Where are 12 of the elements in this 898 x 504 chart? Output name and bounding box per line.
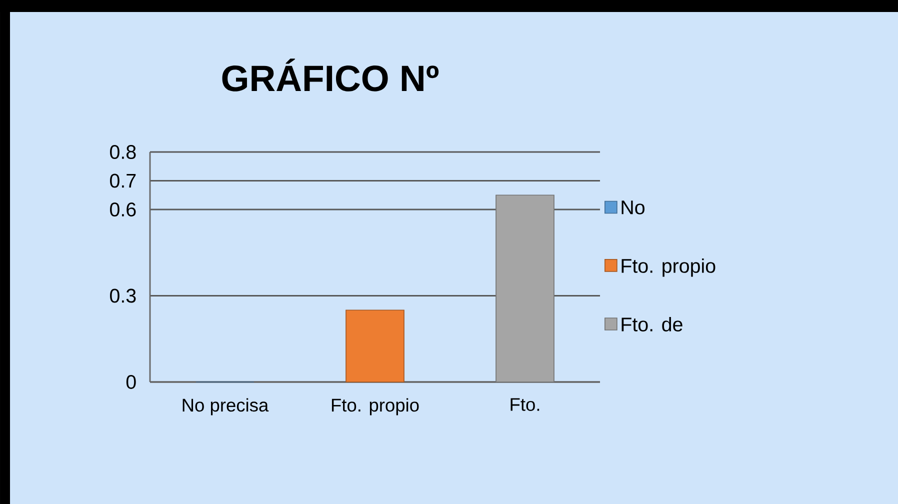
y-tick-label: 0 (126, 375, 136, 389)
y-tick-label: 0.3 (110, 288, 136, 303)
legend-label: No (622, 200, 644, 214)
x-tick-label: Fto. propio (332, 398, 419, 416)
x-tick-label: No precisa (182, 398, 269, 416)
legend-label: Fto. propio (622, 258, 716, 277)
y-tick-label: 0.7 (110, 174, 136, 188)
chart-title: GRÁFICO Nº (222, 58, 439, 92)
x-tick-label: Fto. (510, 398, 540, 411)
y-tick-label: 0.6 (110, 202, 136, 216)
y-tick-label: 0.8 (110, 145, 136, 159)
legend-label: Fto. de (622, 317, 682, 332)
